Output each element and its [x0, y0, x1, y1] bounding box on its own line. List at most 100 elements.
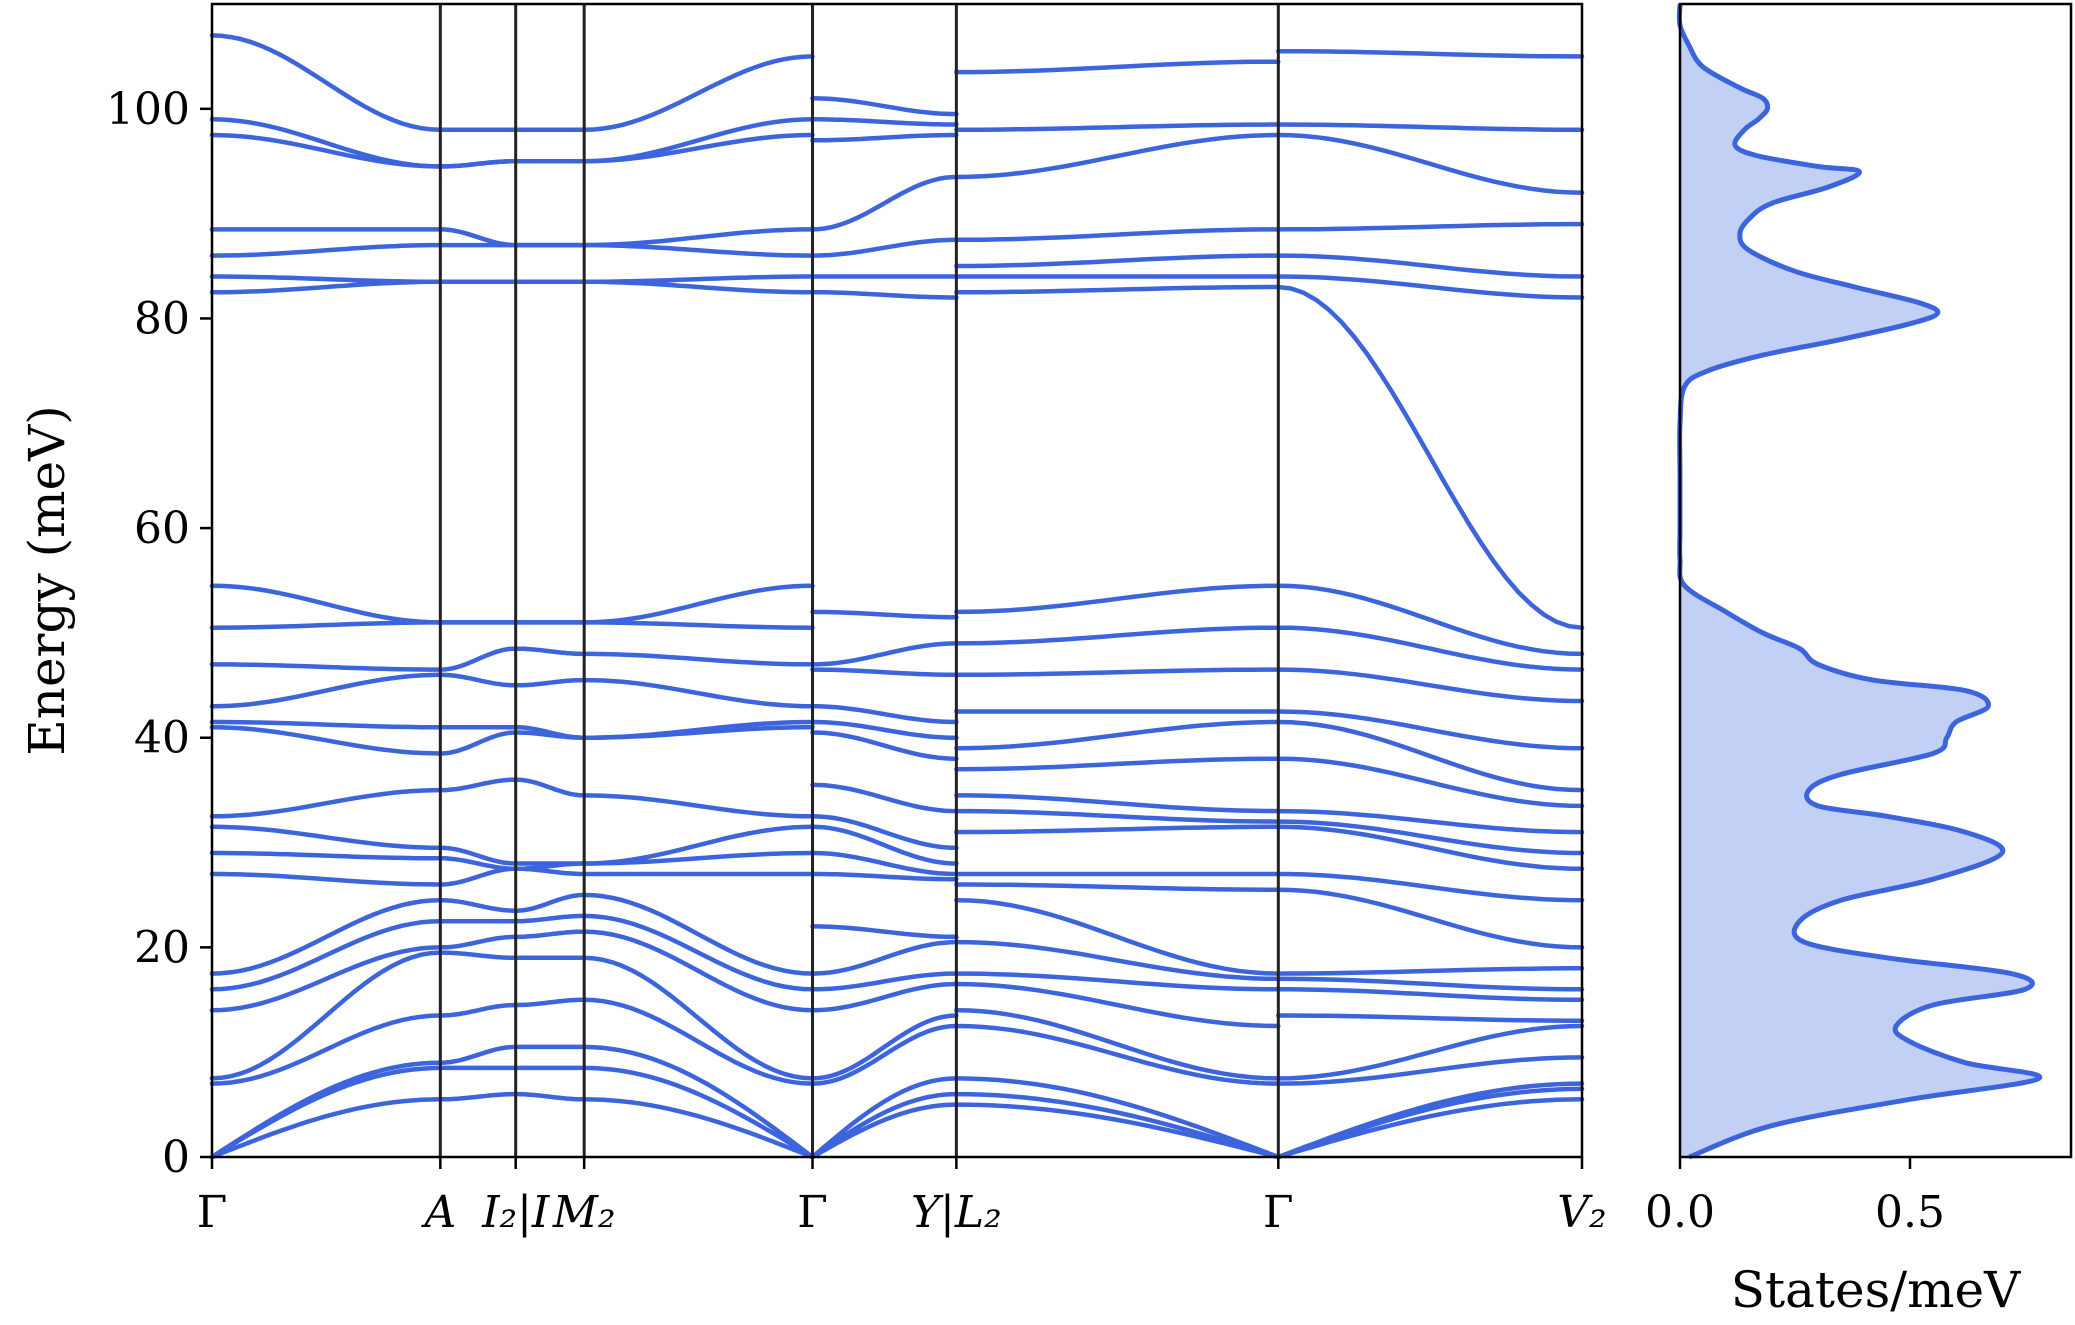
band-curve — [810, 290, 959, 300]
band-curve — [810, 132, 959, 143]
k-path-label: I₂|I — [481, 1187, 551, 1238]
band-curve — [810, 782, 959, 814]
band-curve — [581, 620, 815, 630]
band-curve — [581, 583, 815, 625]
band-curve — [209, 918, 443, 992]
band-curve — [438, 730, 518, 756]
band-curve — [438, 897, 518, 913]
band-curve — [209, 850, 443, 861]
band-curve — [209, 242, 443, 258]
band-curve — [954, 1102, 1281, 1160]
band-curve — [209, 945, 443, 1013]
band-curve — [513, 1091, 587, 1102]
band-curve — [209, 897, 443, 976]
band-curve — [810, 1076, 959, 1160]
band-curve — [810, 609, 959, 620]
band-curve — [209, 787, 443, 819]
band-curve — [954, 122, 1281, 133]
energy-axis-label: Energy (meV) — [18, 405, 76, 755]
band-curve — [581, 719, 815, 740]
energy-tick-label: 80 — [134, 293, 190, 344]
dos-curve — [1676, 3, 2043, 1160]
k-path-label: Γ — [797, 1187, 828, 1238]
band-curve — [438, 646, 518, 672]
band-curve — [209, 117, 443, 169]
dos-plot-frame — [1678, 2, 2073, 1159]
band-curve — [1276, 1081, 1585, 1160]
band-curve — [954, 132, 1281, 180]
band-curve — [1276, 1097, 1585, 1160]
band-curve — [1276, 887, 1585, 950]
band-curve — [954, 808, 1281, 824]
band-curve — [954, 756, 1281, 772]
band-curve — [1276, 976, 1585, 992]
energy-tick-label: 20 — [134, 922, 190, 973]
band-curve — [209, 1097, 443, 1160]
band-curve — [810, 667, 959, 678]
band-curve — [438, 866, 518, 887]
band-curve — [581, 913, 815, 992]
band-curve — [581, 54, 815, 133]
band-curve — [810, 174, 959, 232]
band-curve — [209, 824, 443, 851]
band-curve — [1276, 756, 1585, 809]
band-curve — [438, 777, 518, 793]
band-curve — [954, 971, 1281, 992]
band-curve — [209, 583, 443, 625]
band-curve — [810, 824, 959, 866]
band-curve — [1276, 583, 1585, 657]
band-curve — [1276, 274, 1585, 300]
band-curve — [1276, 808, 1585, 835]
band-curve — [513, 646, 587, 657]
band-curve — [810, 117, 959, 127]
band-curve — [581, 242, 815, 258]
band-curve — [209, 33, 443, 133]
k-path-label: Y|L₂ — [911, 1187, 1002, 1238]
energy-tick-label: 0 — [162, 1132, 190, 1183]
band-curve — [810, 871, 959, 882]
band-curve — [438, 672, 518, 688]
band-curve — [438, 1002, 518, 1018]
band-curve — [1276, 122, 1585, 133]
band-curve — [581, 892, 815, 976]
band-curve — [209, 274, 443, 285]
band-curve — [513, 777, 587, 798]
band-curve — [1276, 819, 1585, 856]
band-curve — [810, 1013, 959, 1081]
band-curve — [954, 1091, 1281, 1160]
band-curve — [954, 1023, 1281, 1086]
band-curve — [513, 913, 587, 924]
band-curve — [1276, 1055, 1585, 1086]
band-curve — [810, 237, 959, 258]
band-curve — [581, 274, 815, 285]
band-curve — [810, 704, 959, 725]
band-curve — [581, 955, 815, 1081]
band-curve — [581, 1065, 815, 1160]
band-structure-plot: 0 20 40 60 80 100 Γ A I₂|I M₂ Γ Y|L₂ Γ V₂ Energy (me… — [18, 2, 1607, 1238]
band-curve — [954, 227, 1281, 243]
band-curve — [513, 724, 587, 740]
band-curve — [810, 730, 959, 761]
band-curve — [810, 924, 959, 940]
band-curve — [810, 971, 959, 992]
band-curve — [438, 158, 518, 169]
dos-axis-label: States/meV — [1731, 1261, 2021, 1319]
band-curve — [1276, 824, 1585, 872]
band-curve — [1276, 1013, 1585, 1023]
band-curve — [513, 677, 587, 688]
band-curve — [954, 59, 1281, 75]
band-curve — [438, 845, 518, 866]
energy-tick-label: 40 — [134, 713, 190, 764]
dos-tick-label: 0.5 — [1875, 1187, 1945, 1238]
band-curve — [954, 981, 1281, 1029]
band-curve — [954, 253, 1281, 269]
band-curve — [954, 284, 1281, 295]
band-curve — [1276, 625, 1585, 672]
band-curve — [513, 929, 587, 940]
band-curve — [581, 929, 815, 1013]
dos-axis-ticks: 0.0 0.5 — [1645, 1157, 1945, 1238]
band-curve — [954, 793, 1281, 814]
band-curve — [954, 897, 1281, 976]
band-curve — [209, 950, 443, 1081]
